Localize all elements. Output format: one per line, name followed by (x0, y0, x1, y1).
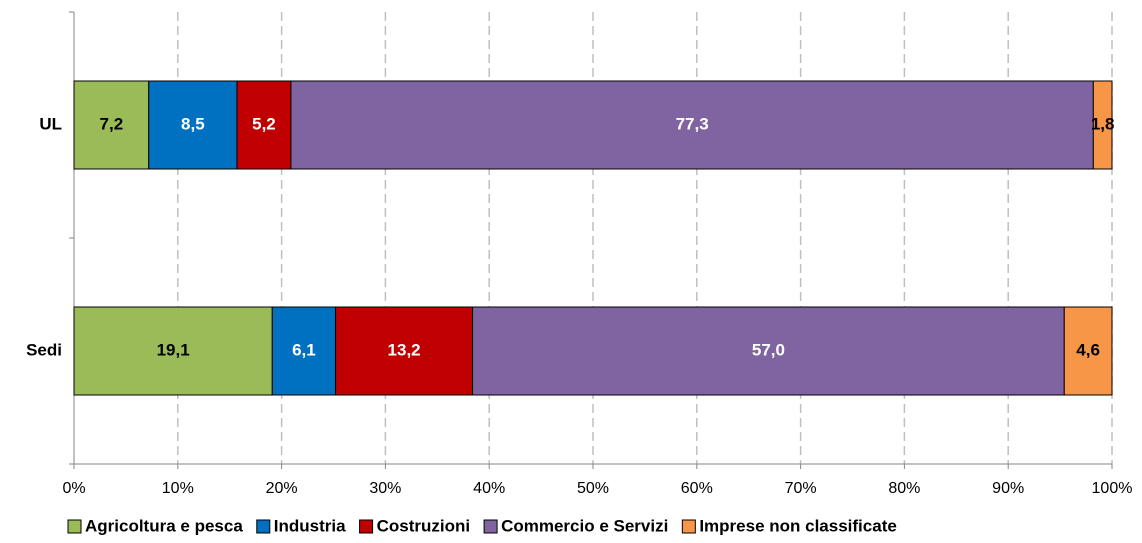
value-label: 19,1 (157, 340, 190, 359)
x-tick-label: 30% (369, 480, 401, 497)
legend-swatch (67, 519, 82, 534)
legend-label: Commercio e Servizi (501, 516, 668, 535)
value-label: 6,1 (292, 340, 316, 359)
x-tick-label: 50% (577, 480, 609, 497)
legend-label: Costruzioni (377, 516, 471, 535)
legend-swatch (483, 519, 498, 534)
x-tick-label: 20% (266, 480, 298, 497)
bar (472, 306, 1065, 396)
value-label: 1,8 (1091, 114, 1115, 133)
value-label: 4,6 (1076, 340, 1100, 359)
bar (73, 306, 273, 396)
bar (335, 306, 474, 396)
x-tick-label: 60% (681, 480, 713, 497)
legend-label: Industria (274, 516, 346, 535)
bar (1063, 306, 1113, 396)
y-tick-label: Sedi (26, 340, 62, 359)
legend-swatch (681, 519, 696, 534)
legend-label: Imprese non classificate (699, 516, 896, 535)
value-label: 77,3 (676, 114, 709, 133)
bar (271, 306, 337, 396)
legend-swatch (359, 519, 374, 534)
x-tick-label: 10% (162, 480, 194, 497)
value-label: 5,2 (252, 114, 276, 133)
legend-label: Agricoltura e pesca (85, 516, 243, 535)
x-tick-label: 100% (1092, 480, 1133, 497)
value-label: 8,5 (181, 114, 205, 133)
bar (73, 80, 150, 170)
x-tick-label: 40% (473, 480, 505, 497)
x-tick-label: 0% (62, 480, 85, 497)
value-label: 57,0 (752, 340, 785, 359)
x-tick-label: 90% (992, 480, 1024, 497)
legend-swatch (256, 519, 271, 534)
bar (290, 80, 1094, 170)
value-label: 13,2 (388, 340, 421, 359)
bar (1092, 80, 1113, 170)
x-tick-label: 70% (785, 480, 817, 497)
y-tick-label: UL (39, 114, 62, 133)
x-tick-label: 80% (888, 480, 920, 497)
value-label: 7,2 (100, 114, 124, 133)
